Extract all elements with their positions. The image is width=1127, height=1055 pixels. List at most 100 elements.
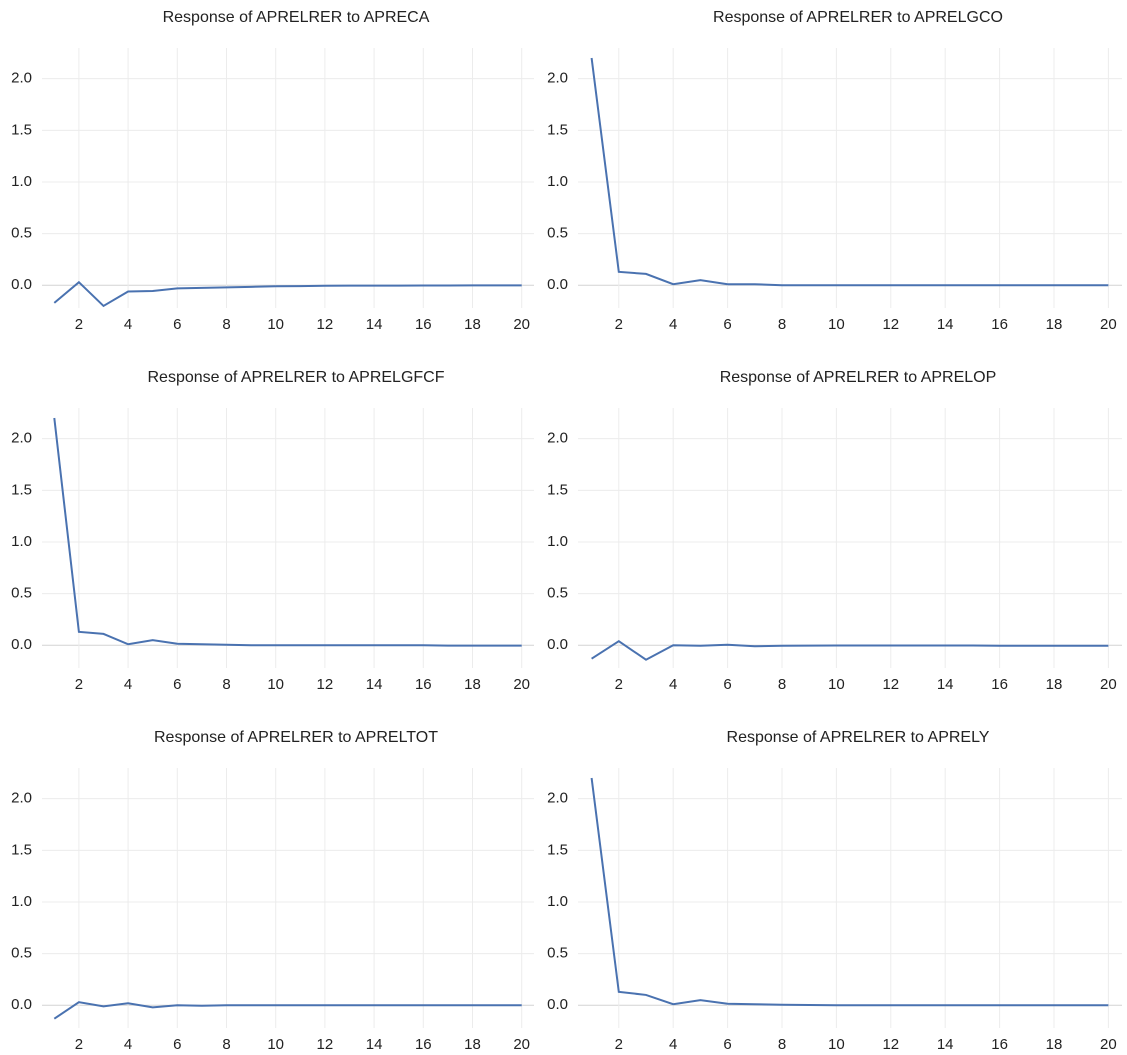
response-line (53, 1001, 522, 1020)
y-tick-label: 0.0 (11, 996, 32, 1013)
x-tick-label: 2 (615, 1036, 623, 1053)
y-tick-label: 2.0 (11, 70, 32, 87)
y-tick-label: 2.0 (11, 790, 32, 807)
x-tick-label: 20 (1100, 676, 1117, 693)
x-tick-label: 18 (464, 676, 481, 693)
x-tick-label: 10 (828, 316, 845, 333)
x-tick-label: 8 (222, 1036, 230, 1053)
y-tick-label: 0.0 (547, 636, 568, 653)
x-tick-label: 16 (991, 316, 1008, 333)
response-line (590, 777, 1109, 1007)
y-tick-label: 1.5 (547, 121, 568, 138)
x-tick-label: 2 (75, 1036, 83, 1053)
x-tick-label: 4 (124, 676, 132, 693)
x-tick-label: 16 (415, 316, 432, 333)
x-tick-label: 6 (723, 316, 731, 333)
y-tick-label: 1.5 (11, 481, 32, 498)
x-tick-label: 14 (366, 676, 383, 693)
x-tick-label: 8 (222, 676, 230, 693)
x-tick-label: 8 (222, 316, 230, 333)
y-tick-label: 0.0 (11, 276, 32, 293)
response-line (53, 280, 522, 308)
y-tick-label: 0.0 (547, 276, 568, 293)
x-tick-label: 8 (778, 1036, 786, 1053)
y-tick-label: 2.0 (547, 70, 568, 87)
chart-title: Response of APRELRER to APRECA (163, 9, 430, 26)
x-tick-label: 4 (669, 1036, 677, 1053)
y-tick-label: 1.5 (11, 121, 32, 138)
response-line (590, 57, 1109, 287)
x-tick-label: 10 (267, 316, 284, 333)
chart-title: Response of APRELRER to APRELGCO (713, 9, 1003, 26)
x-tick-label: 14 (937, 1036, 954, 1053)
x-tick-label: 16 (991, 676, 1008, 693)
x-tick-label: 6 (723, 676, 731, 693)
y-tick-label: 0.5 (11, 585, 32, 602)
x-tick-label: 12 (882, 676, 899, 693)
x-tick-label: 20 (513, 676, 530, 693)
y-tick-label: 0.5 (547, 945, 568, 962)
response-line (591, 639, 1109, 661)
x-tick-label: 14 (366, 316, 383, 333)
y-tick-label: 0.5 (547, 225, 568, 242)
x-tick-label: 16 (415, 676, 432, 693)
y-tick-label: 1.5 (11, 841, 32, 858)
y-tick-label: 1.5 (547, 481, 568, 498)
x-tick-label: 6 (173, 676, 181, 693)
y-tick-label: 1.0 (11, 533, 32, 550)
y-tick-label: 2.0 (547, 430, 568, 447)
x-tick-label: 12 (882, 1036, 899, 1053)
response-line (53, 417, 522, 647)
y-tick-label: 1.0 (547, 893, 568, 910)
x-tick-label: 2 (75, 316, 83, 333)
x-tick-label: 12 (317, 316, 334, 333)
x-tick-label: 16 (415, 1036, 432, 1053)
x-tick-label: 6 (173, 1036, 181, 1053)
chart-title: Response of APRELRER to APRELTOT (154, 729, 438, 746)
x-tick-label: 10 (267, 676, 284, 693)
y-tick-label: 0.0 (11, 636, 32, 653)
y-tick-label: 1.5 (547, 841, 568, 858)
x-tick-label: 12 (882, 316, 899, 333)
x-tick-label: 20 (1100, 1036, 1117, 1053)
y-tick-label: 0.5 (547, 585, 568, 602)
x-tick-label: 4 (669, 676, 677, 693)
x-tick-label: 18 (1046, 1036, 1063, 1053)
chart-title: Response of APRELRER to APRELY (727, 729, 990, 746)
x-tick-label: 2 (75, 676, 83, 693)
x-tick-label: 4 (669, 316, 677, 333)
x-tick-label: 12 (317, 676, 334, 693)
x-tick-label: 18 (464, 316, 481, 333)
x-tick-label: 18 (1046, 316, 1063, 333)
y-tick-label: 1.0 (547, 173, 568, 190)
x-tick-label: 20 (513, 316, 530, 333)
y-tick-label: 0.5 (11, 225, 32, 242)
x-tick-label: 4 (124, 1036, 132, 1053)
x-tick-label: 14 (937, 316, 954, 333)
x-tick-label: 8 (778, 676, 786, 693)
x-tick-label: 8 (778, 316, 786, 333)
x-tick-label: 4 (124, 316, 132, 333)
x-tick-label: 16 (991, 1036, 1008, 1053)
y-tick-label: 1.0 (547, 533, 568, 550)
x-tick-label: 20 (1100, 316, 1117, 333)
x-tick-label: 18 (464, 1036, 481, 1053)
x-tick-label: 12 (317, 1036, 334, 1053)
x-tick-label: 6 (173, 316, 181, 333)
x-tick-label: 10 (267, 1036, 284, 1053)
x-tick-label: 14 (937, 676, 954, 693)
y-tick-label: 2.0 (11, 430, 32, 447)
y-tick-label: 1.0 (11, 893, 32, 910)
y-tick-label: 1.0 (11, 173, 32, 190)
x-tick-label: 10 (828, 1036, 845, 1053)
chart-title: Response of APRELRER to APRELOP (720, 369, 997, 386)
x-tick-label: 20 (513, 1036, 530, 1053)
y-tick-label: 2.0 (547, 790, 568, 807)
x-tick-label: 2 (615, 676, 623, 693)
x-tick-label: 6 (723, 1036, 731, 1053)
y-tick-label: 0.0 (547, 996, 568, 1013)
x-tick-label: 18 (1046, 676, 1063, 693)
x-tick-label: 14 (366, 1036, 383, 1053)
y-tick-label: 0.5 (11, 945, 32, 962)
